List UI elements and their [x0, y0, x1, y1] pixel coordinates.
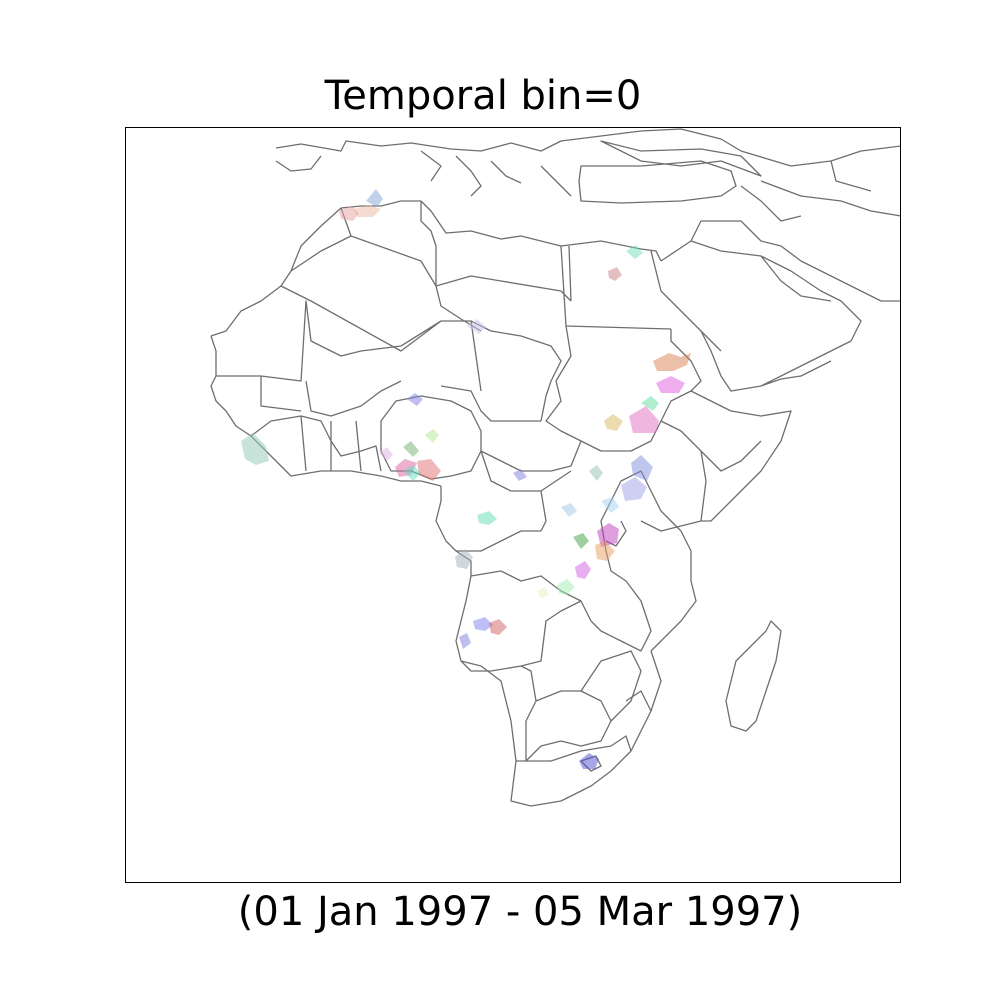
event-cluster-burundi-1: [595, 541, 615, 561]
sudan: [545, 325, 702, 452]
black-sea: [600, 140, 762, 177]
event-cluster-algeria-north-3: [353, 205, 381, 217]
gulf-states: [250, 415, 382, 472]
event-cluster-angola-3: [459, 633, 471, 649]
event-cluster-angola-1: [473, 617, 493, 631]
eastern-borders: [740, 145, 900, 222]
event-cluster-eritrea-1: [653, 353, 691, 371]
conflict-event-clusters: [241, 189, 691, 769]
event-cluster-south-africa-1: [579, 753, 599, 769]
event-cluster-nigeria-south-3: [403, 465, 421, 481]
mauritania-mali: [216, 300, 442, 417]
north-africa-outline: [340, 200, 662, 262]
event-cluster-drc-east-1: [601, 497, 619, 513]
ethiopia-somalia: [660, 390, 792, 522]
event-cluster-uganda-1: [589, 465, 603, 481]
nigeria: [380, 395, 482, 480]
arabia: [660, 220, 900, 392]
southern-interior: [520, 650, 652, 762]
event-cluster-israel-1: [626, 245, 643, 259]
event-cluster-rwanda-1: [597, 523, 619, 547]
niger-chad: [400, 320, 562, 422]
event-cluster-sierra-leone-1: [241, 433, 269, 465]
event-cluster-congo-1: [455, 549, 473, 569]
europe-borders: [275, 128, 742, 204]
event-cluster-niger-1: [467, 319, 486, 334]
event-cluster-algeria-north-2: [366, 189, 383, 207]
event-cluster-gabon-1: [477, 511, 497, 525]
morocco: [210, 207, 352, 337]
event-cluster-drc-3: [575, 561, 591, 579]
event-cluster-drc-2: [573, 533, 589, 549]
date-range-subtitle: (01 Jan 1997 - 05 Mar 1997): [237, 889, 803, 935]
event-cluster-uganda-3: [621, 477, 647, 501]
event-cluster-sudan-south-1: [604, 414, 623, 431]
event-cluster-drc-1: [561, 503, 577, 517]
event-cluster-uganda-2: [631, 455, 653, 481]
event-cluster-nigeria-north-1: [407, 393, 423, 406]
event-cluster-sudan-south-2: [629, 406, 659, 433]
map-title: Temporal bin=0: [324, 73, 642, 119]
event-cluster-nigeria-1: [425, 429, 439, 443]
map-frame: [125, 127, 901, 883]
libya-egypt: [435, 245, 722, 352]
event-cluster-drc-4: [557, 579, 575, 595]
africa-map: [210, 128, 900, 807]
event-cluster-nigeria-south-4: [417, 459, 441, 481]
event-cluster-egypt-1: [608, 267, 622, 281]
event-cluster-nigeria-south-2: [379, 447, 393, 461]
event-cluster-car-1: [513, 469, 527, 481]
angola-namibia: [455, 575, 662, 807]
east-lakes: [605, 470, 702, 652]
central-africa: [435, 440, 582, 552]
algeria: [280, 201, 482, 352]
event-cluster-ethiopia-west-1: [641, 396, 659, 411]
madagascar: [725, 620, 782, 732]
event-cluster-angola-2: [489, 619, 507, 635]
country-borders: [210, 128, 900, 807]
event-cluster-drc-5: [537, 587, 549, 599]
event-cluster-sudan-east-1: [656, 376, 685, 393]
event-cluster-nigeria-2: [403, 441, 419, 457]
